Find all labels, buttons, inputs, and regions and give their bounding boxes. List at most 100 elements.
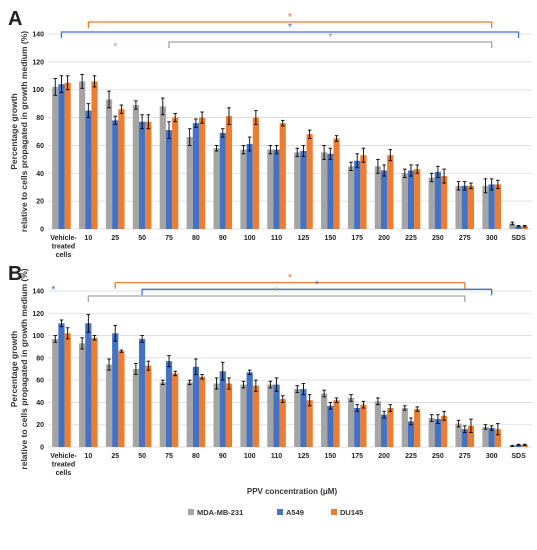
panel-b-xtick-275: 275 [459, 453, 471, 460]
legend-label-du145: DU145 [340, 508, 363, 517]
panel-b-xtick-300: 300 [486, 453, 498, 460]
legend-swatch-mda-mb-231 [188, 509, 194, 515]
panel-a-bar-a549-16 [488, 184, 495, 229]
panel-a-bar-du145-4 [172, 117, 179, 229]
panel-b-bracket-star-mda-mb-231: * [274, 286, 279, 298]
panel-b-xtick-50: 50 [138, 453, 146, 460]
panel-a-bar-du145-5 [198, 117, 206, 229]
panel-a-bracket-star-du145: * [288, 12, 293, 24]
panel-a-bar-a549-10 [327, 153, 334, 229]
panel-b-bar-du145-8 [279, 399, 286, 447]
panel-b-xtick-125: 125 [298, 453, 310, 460]
panel-a-bar-mda-mb-231-12 [374, 166, 382, 229]
panel-b-xtick-75: 75 [165, 453, 173, 460]
panel-a-bar-mda-mb-231-0 [52, 86, 59, 229]
panel-b-bar-a549-10 [327, 405, 334, 447]
panel-b-bar-du145-16 [494, 429, 501, 447]
panel-a-bar-du145-7 [252, 117, 259, 229]
panel-b-bar-a549-17 [515, 444, 522, 447]
panel-a-bar-mda-mb-231-6 [213, 148, 220, 229]
panel-b-bar-du145-13 [414, 409, 421, 447]
panel-b-bar-a549-1 [85, 323, 92, 447]
legend-swatch-a549 [277, 509, 283, 515]
panel-a-xtick-sds: SDS [511, 235, 526, 242]
panel-a-xtick-90: 90 [219, 235, 227, 242]
panel-b-xtick-110: 110 [271, 453, 282, 460]
panel-a-xtick-175: 175 [351, 235, 363, 242]
panel-a-xtick-25: 25 [111, 235, 119, 242]
panel-b-ytick-80: 80 [36, 355, 44, 362]
panel-a-bar-a549-15 [461, 185, 468, 229]
panel-a-ytick-0: 0 [40, 227, 44, 234]
panel-b-bar-a549-16 [488, 428, 495, 447]
panel-b-bar-mda-mb-231-2 [105, 364, 113, 447]
panel-b-ylabel: Percentage growthrelative to cells propa… [9, 268, 29, 469]
panel-b-bar-mda-mb-231-16 [482, 426, 489, 447]
panel-a-xtick-50: 50 [138, 235, 146, 242]
panel-b-bracket-a549 [141, 288, 493, 296]
panel-a-sig-star-3: * [113, 41, 118, 53]
panel-b-bar-a549-11 [354, 408, 361, 447]
panel-b-bar-du145-15 [467, 425, 475, 447]
panel-a-bracket-star-mda-mb-231: * [328, 32, 333, 44]
panel-b-bar-du145-2 [118, 351, 125, 447]
panel-b-bar-du145-1 [91, 337, 98, 447]
panel-b-bar-mda-mb-231-11 [347, 397, 355, 447]
panel-b-bar-mda-mb-231-5 [186, 382, 193, 447]
panel-b-ytick-0: 0 [40, 445, 44, 452]
panel-a-bar-du145-16 [494, 184, 501, 229]
panel-a-bar-du145-14 [440, 176, 448, 229]
panel-a-bar-mda-mb-231-9 [294, 152, 301, 229]
panel-b-ylabel-line2: relative to cells propagated in growth m… [19, 268, 29, 469]
panel-a-bar-du145-11 [360, 155, 367, 229]
panel-a-bar-a549-11 [354, 160, 361, 229]
panel-b-bar-mda-mb-231-0 [52, 338, 59, 447]
panel-b-bar-du145-17 [521, 444, 528, 447]
panel-b-bar-a549-6 [219, 371, 226, 447]
panel-a-xtick-250: 250 [432, 235, 444, 242]
panel-a-bar-mda-mb-231-4 [159, 106, 166, 229]
panel-a-ytick-100: 100 [32, 87, 44, 94]
panel-b-ytick-100: 100 [32, 333, 44, 340]
panel-a-bar-du145-12 [387, 155, 394, 229]
panel-b-xtick-90: 90 [219, 453, 227, 460]
panel-a-bar-mda-mb-231-2 [105, 99, 113, 229]
panel-b-bracket-star-du145: * [288, 272, 293, 284]
panel-a-bar-du145-10 [333, 138, 340, 229]
panel-a-bar-mda-mb-231-11 [347, 166, 355, 229]
panel-a-ylabel-line1: Percentage growth [9, 93, 19, 170]
panel-a-bar-a549-0 [58, 84, 65, 230]
panel-b-ytick-120: 120 [32, 311, 44, 318]
panel-a-bar-mda-mb-231-13 [401, 173, 408, 229]
panel-a-bracket-mda-mb-231 [168, 41, 493, 48]
panel-b-bar-du145-9 [306, 400, 313, 447]
panel-b-bar-du145-0 [64, 333, 71, 447]
panel-b-bar-a549-13 [407, 421, 415, 447]
panel-a-xtick-225: 225 [405, 235, 417, 242]
panel-a-bar-du145-2 [118, 109, 125, 229]
panel-b-bar-du145-3 [145, 365, 152, 447]
panel-a-xtick-vehicle-line1: Vehicle- [50, 235, 77, 242]
panel-b-xtick-vehicle-line3: cells [56, 470, 72, 477]
panel-a-bar-mda-mb-231-3 [132, 105, 140, 229]
panel-b-bar-a549-5 [192, 366, 199, 447]
panel-a-bar-du145-0 [64, 82, 71, 229]
panel-a-bar-mda-mb-231-7 [240, 149, 247, 229]
panel-b-ytick-20: 20 [36, 422, 44, 429]
panel-a-bar-du145-3 [145, 121, 152, 229]
panel-b-bar-a549-8 [273, 384, 280, 447]
panel-a-xtick-125: 125 [298, 235, 310, 242]
panel-a-bar-a549-5 [192, 123, 199, 229]
panel-a-xtick-10: 10 [84, 235, 92, 242]
panel-b-label: B [8, 263, 22, 285]
panel-b-bar-du145-11 [360, 404, 367, 447]
panel-a-bar-du145-17 [521, 226, 528, 229]
panel-a-xtick-75: 75 [165, 235, 173, 242]
legend-label-a549: A549 [286, 508, 304, 517]
panel-a-label: A [8, 8, 22, 30]
panel-a-ylabel-line2: relative to cells propagated in growth m… [19, 31, 29, 232]
panel-b-bracket-mda-mb-231 [87, 295, 466, 303]
panel-a-xtick-300: 300 [486, 235, 498, 242]
panel-b-xtick-25: 25 [111, 453, 119, 460]
